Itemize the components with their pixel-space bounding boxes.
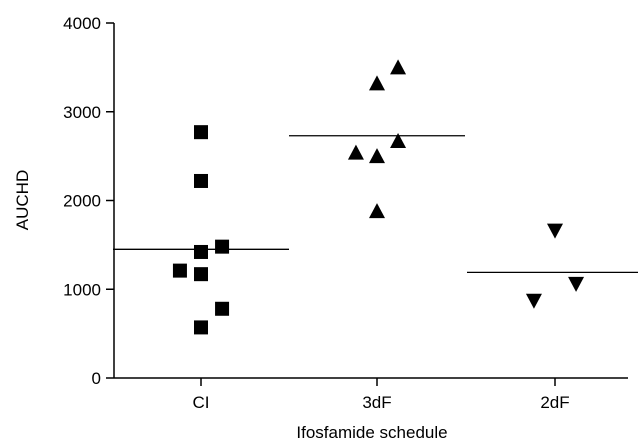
y-ticks: 0 1000 2000 3000 4000 (63, 14, 114, 388)
y-tick-label: 3000 (63, 103, 101, 122)
data-point-square (215, 239, 230, 254)
data-point-triangle-up (369, 203, 385, 219)
data-points (172, 59, 585, 335)
y-tick-label: 2000 (63, 192, 101, 211)
x-tick-label: 3dF (362, 393, 391, 412)
data-point-triangle-down (525, 293, 542, 309)
data-point-triangle-up (390, 133, 407, 149)
data-point-square (194, 125, 208, 140)
y-tick-label: 0 (92, 369, 101, 388)
axes (113, 23, 628, 379)
x-axis-label: Ifosfamide schedule (296, 423, 447, 442)
data-point-triangle-up (347, 144, 364, 160)
data-point-triangle-down (547, 223, 563, 239)
x-tick-label: CI (193, 393, 210, 412)
data-point-square (194, 173, 208, 188)
data-point-triangle-up (390, 59, 407, 75)
y-tick-label: 4000 (63, 14, 101, 33)
data-point-square (194, 320, 208, 335)
data-point-triangle-up (369, 75, 385, 91)
data-point-square (215, 301, 230, 316)
x-ticks: CI 3dF 2dF (193, 378, 570, 412)
data-point-square (194, 267, 208, 282)
y-axis-label: AUCHD (13, 170, 32, 230)
x-tick-label: 2dF (540, 393, 569, 412)
data-point-triangle-down (568, 276, 585, 292)
data-point-square (172, 263, 187, 278)
data-point-square (194, 244, 208, 259)
data-point-triangle-up (369, 148, 385, 164)
y-tick-label: 1000 (63, 280, 101, 299)
